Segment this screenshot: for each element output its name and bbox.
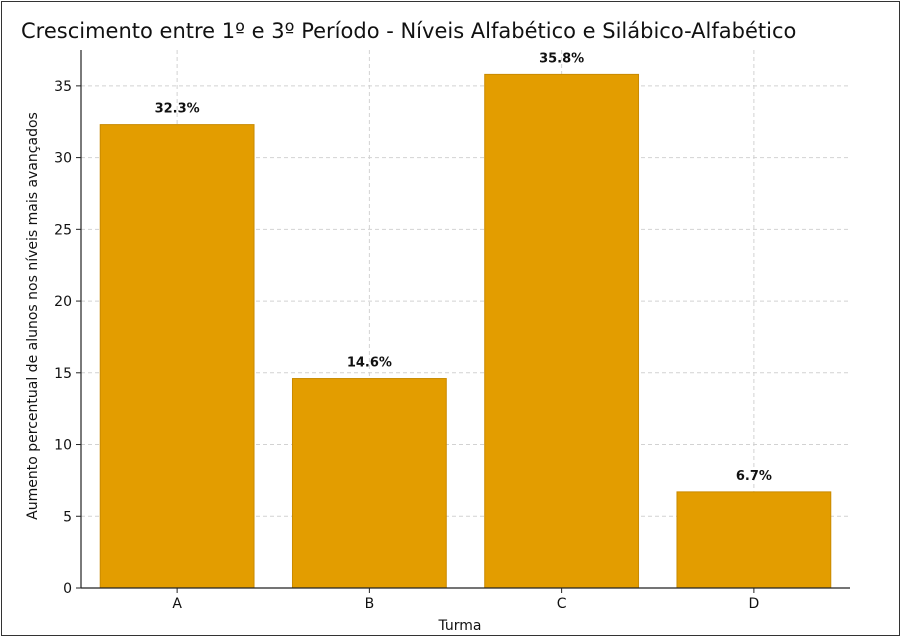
x-tick-label: B: [365, 596, 375, 612]
x-tick-label: A: [172, 596, 182, 612]
data-label: 14.6%: [347, 356, 392, 371]
y-tick-label: 0: [63, 581, 72, 597]
y-tick-label: 15: [54, 366, 72, 382]
chart-title: Crescimento entre 1º e 3º Período - Níve…: [21, 19, 796, 43]
bar: [99, 124, 255, 589]
x-tick-label: C: [557, 596, 567, 612]
data-label: 35.8%: [539, 51, 584, 66]
y-tick-label: 30: [54, 151, 72, 167]
x-tick-label: D: [748, 596, 759, 612]
labels-layer: 32.3% 14.6% 35.8% 6.7%: [155, 51, 772, 483]
axes-layer: 0 5 10 15 20 25 30 35 A B C D: [54, 50, 850, 612]
bars-layer: [99, 73, 832, 589]
x-axis-label: Turma: [437, 618, 481, 634]
y-tick-label: 5: [63, 509, 72, 525]
y-tick-label: 25: [54, 222, 72, 238]
bar: [484, 73, 640, 589]
data-label: 6.7%: [736, 469, 772, 484]
y-axis-label: Aumento percentual de alunos nos níveis …: [25, 112, 41, 520]
data-label: 32.3%: [155, 102, 200, 117]
bar: [676, 491, 832, 589]
bar: [291, 378, 447, 589]
y-tick-label: 20: [54, 294, 72, 310]
y-tick-label: 10: [54, 438, 72, 454]
y-tick-label: 35: [54, 79, 72, 95]
